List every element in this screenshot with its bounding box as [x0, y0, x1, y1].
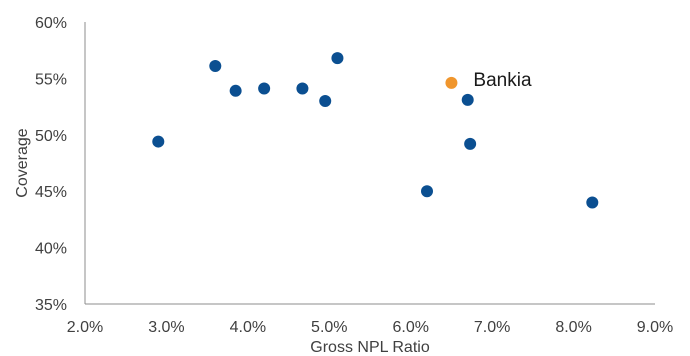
x-tick-label: 6.0% [392, 319, 428, 336]
data-point [152, 135, 165, 148]
data-point [209, 59, 222, 72]
data-point [461, 93, 474, 106]
data-point [331, 52, 344, 65]
x-tick-label: 3.0% [148, 319, 184, 336]
x-tick-label: 8.0% [555, 319, 591, 336]
y-axis-title: Coverage [14, 128, 31, 197]
y-tick-label: 35% [35, 297, 67, 314]
annotation-label: Bankia [473, 70, 532, 91]
data-point [258, 82, 271, 95]
y-tick-label: 55% [35, 71, 67, 88]
x-tick-label: 4.0% [230, 319, 266, 336]
x-tick-label: 2.0% [67, 319, 103, 336]
y-tick-label: 45% [35, 184, 67, 201]
y-tick-label: 50% [35, 128, 67, 145]
axes [84, 22, 655, 305]
data-points [152, 52, 599, 209]
y-tick-labels: 35% 40% 45% 50% 55% 60% [35, 15, 67, 314]
x-tick-labels: 2.0% 3.0% 4.0% 5.0% 6.0% 7.0% 8.0% 9.0% [67, 319, 673, 336]
data-point [229, 84, 242, 97]
y-tick-label: 60% [35, 15, 67, 32]
y-tick-label: 40% [35, 241, 67, 258]
data-point [296, 82, 309, 95]
annotations: Bankia [473, 70, 532, 91]
x-tick-label: 7.0% [474, 319, 510, 336]
data-point [319, 94, 332, 107]
x-tick-label: 9.0% [637, 319, 673, 336]
x-axis-title: Gross NPL Ratio [310, 339, 430, 356]
x-tick-label: 5.0% [311, 319, 347, 336]
data-point [421, 185, 433, 198]
data-point [586, 196, 599, 209]
bankia-point [445, 76, 458, 89]
data-point [464, 137, 477, 150]
